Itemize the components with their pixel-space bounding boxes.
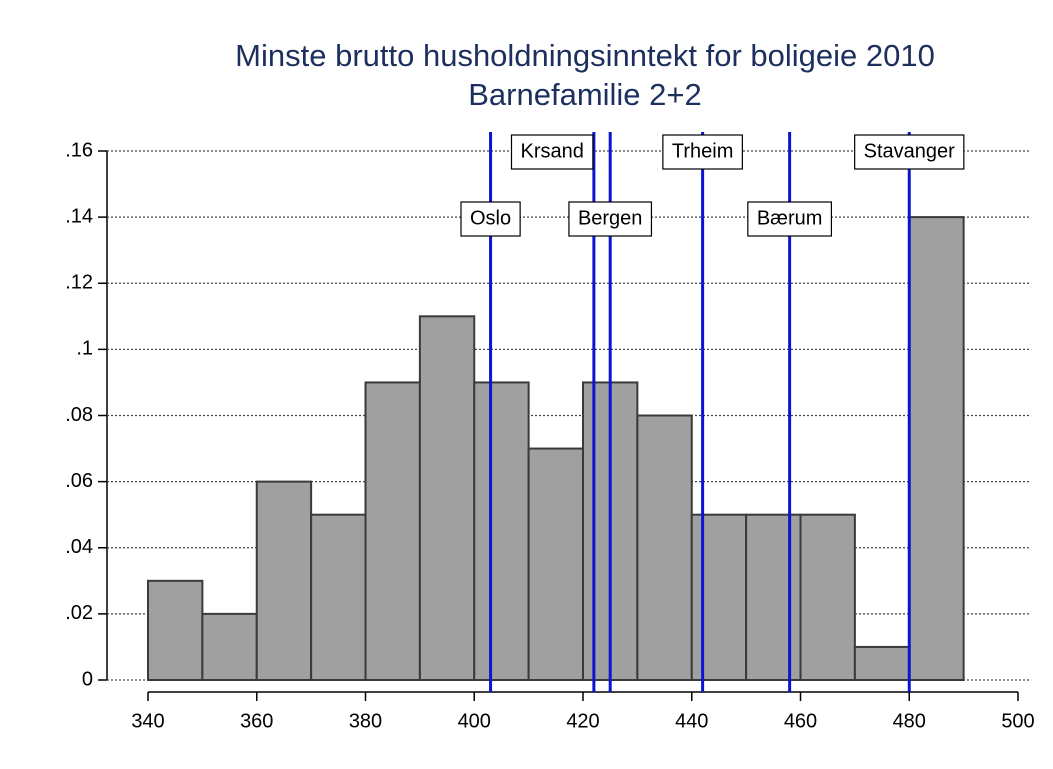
y-tick-label: .04 (65, 536, 93, 558)
bar (418, 315, 476, 681)
x-tick-label: 400 (458, 710, 491, 732)
reference-label-box (747, 201, 833, 237)
bar (201, 612, 258, 681)
bar (364, 381, 421, 681)
reference-label: Bergen (578, 207, 643, 229)
bar (853, 645, 911, 681)
y-tick-label: .16 (65, 139, 93, 161)
y-tick-label: .08 (65, 404, 93, 426)
bar (745, 513, 802, 681)
reference-label-box (460, 201, 521, 237)
bar (310, 513, 367, 681)
x-tick-label: 340 (131, 710, 164, 732)
chart-subtitle: Barnefamilie 2+2 (468, 77, 702, 112)
y-tick-label: .02 (65, 602, 93, 624)
reference-label: Krsand (521, 140, 584, 162)
reference-label-box (510, 134, 594, 170)
bar (799, 513, 856, 681)
x-tick-label: 360 (240, 710, 273, 732)
chart-title: Minste brutto husholdningsinntekt for bo… (235, 38, 935, 73)
y-tick-label: .06 (65, 470, 93, 492)
bar (690, 513, 748, 681)
x-tick-label: 460 (784, 710, 817, 732)
x-tick-label: 440 (675, 710, 708, 732)
bar (147, 579, 204, 681)
y-tick-label: 0 (82, 668, 93, 690)
bar (527, 447, 584, 681)
x-tick-label: 500 (1001, 710, 1034, 732)
bar (636, 414, 693, 681)
x-tick-label: 480 (893, 710, 926, 732)
x-tick-label: 380 (349, 710, 382, 732)
reference-label: Stavanger (864, 140, 956, 162)
reference-label: Trheim (672, 140, 733, 162)
y-tick-label: .14 (65, 205, 93, 227)
y-tick-label: .1 (76, 338, 93, 360)
y-tick-label: .12 (65, 272, 93, 294)
reference-label: Oslo (470, 207, 511, 229)
bar (255, 480, 313, 681)
reference-label-box (568, 201, 653, 237)
reference-label-box (662, 134, 743, 170)
bar (473, 381, 530, 681)
x-tick-label: 420 (566, 710, 599, 732)
reference-label: Bærum (757, 207, 823, 229)
reference-label-box (854, 134, 965, 170)
bar (908, 216, 965, 681)
